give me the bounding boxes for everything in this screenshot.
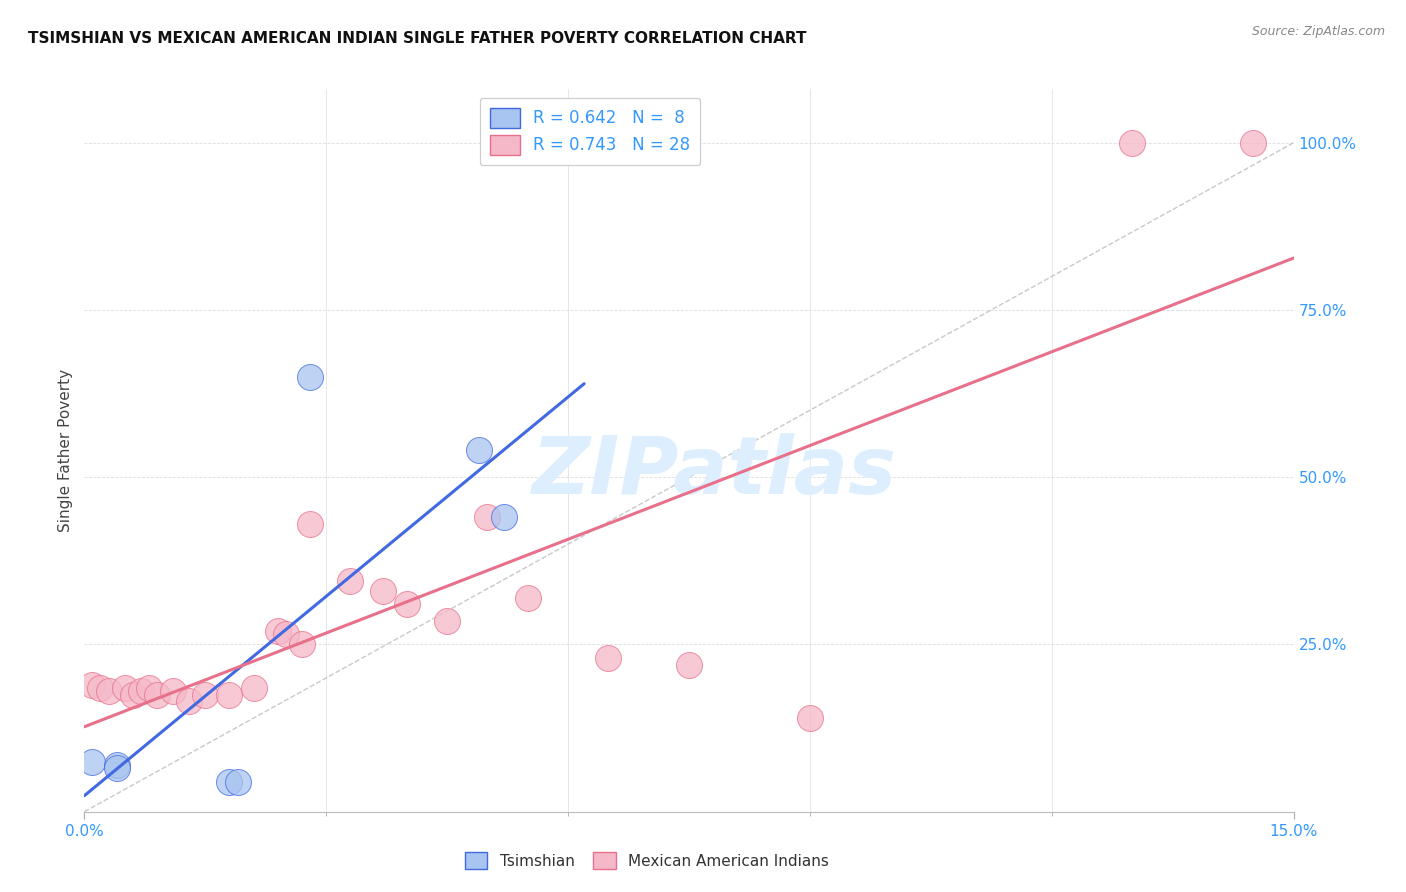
Legend: R = 0.642   N =  8, R = 0.743   N = 28: R = 0.642 N = 8, R = 0.743 N = 28 <box>479 97 700 165</box>
Point <box>291 637 314 651</box>
Point <box>267 624 290 639</box>
Point <box>436 614 458 628</box>
Point <box>468 443 491 458</box>
Point <box>179 694 201 708</box>
Point <box>492 510 515 524</box>
Point <box>678 657 700 672</box>
Point <box>395 598 418 612</box>
Point <box>138 681 160 695</box>
Point <box>226 774 249 789</box>
Point <box>1241 136 1264 150</box>
Point <box>146 688 169 702</box>
Point <box>121 688 143 702</box>
Point <box>477 510 499 524</box>
Point <box>114 681 136 695</box>
Point <box>89 681 111 695</box>
Point <box>299 369 322 384</box>
Point <box>105 758 128 772</box>
Point <box>162 684 184 698</box>
Point <box>516 591 538 605</box>
Point <box>218 688 240 702</box>
Point <box>274 627 297 641</box>
Legend: Tsimshian, Mexican American Indians: Tsimshian, Mexican American Indians <box>458 846 835 875</box>
Point <box>97 684 120 698</box>
Point <box>194 688 217 702</box>
Y-axis label: Single Father Poverty: Single Father Poverty <box>58 369 73 532</box>
Text: ZIPatlas: ZIPatlas <box>530 434 896 511</box>
Point <box>371 584 394 599</box>
Text: Source: ZipAtlas.com: Source: ZipAtlas.com <box>1251 25 1385 38</box>
Point <box>129 684 152 698</box>
Point <box>82 755 104 769</box>
Point <box>339 574 361 588</box>
Point <box>242 681 264 695</box>
Point <box>105 761 128 775</box>
Text: TSIMSHIAN VS MEXICAN AMERICAN INDIAN SINGLE FATHER POVERTY CORRELATION CHART: TSIMSHIAN VS MEXICAN AMERICAN INDIAN SIN… <box>28 31 807 46</box>
Point <box>1121 136 1143 150</box>
Point <box>218 774 240 789</box>
Point <box>598 651 620 665</box>
Point <box>299 517 322 532</box>
Point <box>82 678 104 692</box>
Point <box>799 711 821 725</box>
